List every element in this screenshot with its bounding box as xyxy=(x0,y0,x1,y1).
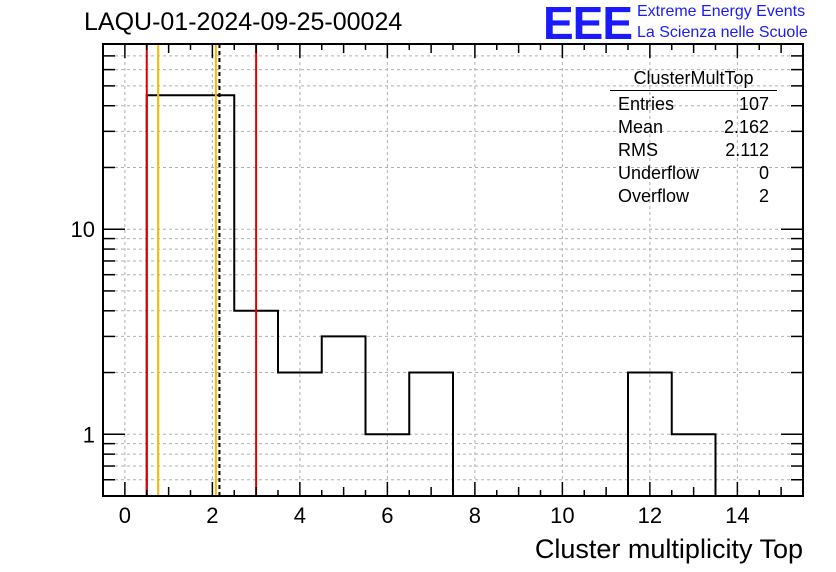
eee-logo: EEE xyxy=(543,0,633,49)
histogram-bars xyxy=(145,94,717,497)
stats-row-underflow: Underflow 0 xyxy=(610,162,777,185)
x-tick-label: 2 xyxy=(206,503,218,528)
reference-lines xyxy=(145,44,258,496)
stats-label: RMS xyxy=(618,140,658,160)
y-tick-label: 1 xyxy=(83,422,95,447)
logo-caption-line1: Extreme Energy Events xyxy=(637,3,806,20)
histogram-bin xyxy=(322,336,366,496)
x-tick-label: 4 xyxy=(294,503,306,528)
x-axis-label: Cluster multiplicity Top xyxy=(534,534,803,564)
stats-value: 0 xyxy=(758,163,769,183)
histogram-outline xyxy=(145,94,717,497)
stats-value: 2.162 xyxy=(723,117,769,137)
x-tick-label: 12 xyxy=(638,503,662,528)
stats-label: Overflow xyxy=(618,186,690,206)
logo-caption-line2: La Scienza nelle Scuole xyxy=(637,24,808,41)
stats-row-overflow: Overflow 2 xyxy=(610,185,777,208)
stats-row-mean: Mean 2.162 xyxy=(610,116,777,139)
stats-row-rms: RMS 2.112 xyxy=(610,139,777,162)
histogram-bin xyxy=(147,95,235,496)
chart-title: LAQU-01-2024-09-25-00024 xyxy=(84,8,403,36)
y-tick-label: 10 xyxy=(71,217,95,242)
stats-value: 2.112 xyxy=(725,140,769,160)
axes: 0 2 4 6 8 10 12 14 1 10 xyxy=(71,43,804,528)
stats-label: Entries xyxy=(618,94,675,114)
stats-box-title: ClusterMultTop xyxy=(610,68,777,91)
x-tick-label: 14 xyxy=(725,503,749,528)
stats-value: 2 xyxy=(758,186,769,206)
x-tick-label: 0 xyxy=(119,503,131,528)
stats-value: 107 xyxy=(738,94,769,114)
stats-label: Mean xyxy=(618,117,664,137)
x-tick-label: 6 xyxy=(381,503,393,528)
stats-box: ClusterMultTop Entries 107 Mean 2.162 RM… xyxy=(610,68,777,208)
stats-label: Underflow xyxy=(618,163,700,183)
x-tick-label: 10 xyxy=(550,503,574,528)
stats-row-entries: Entries 107 xyxy=(610,93,777,116)
x-tick-label: 8 xyxy=(469,503,481,528)
